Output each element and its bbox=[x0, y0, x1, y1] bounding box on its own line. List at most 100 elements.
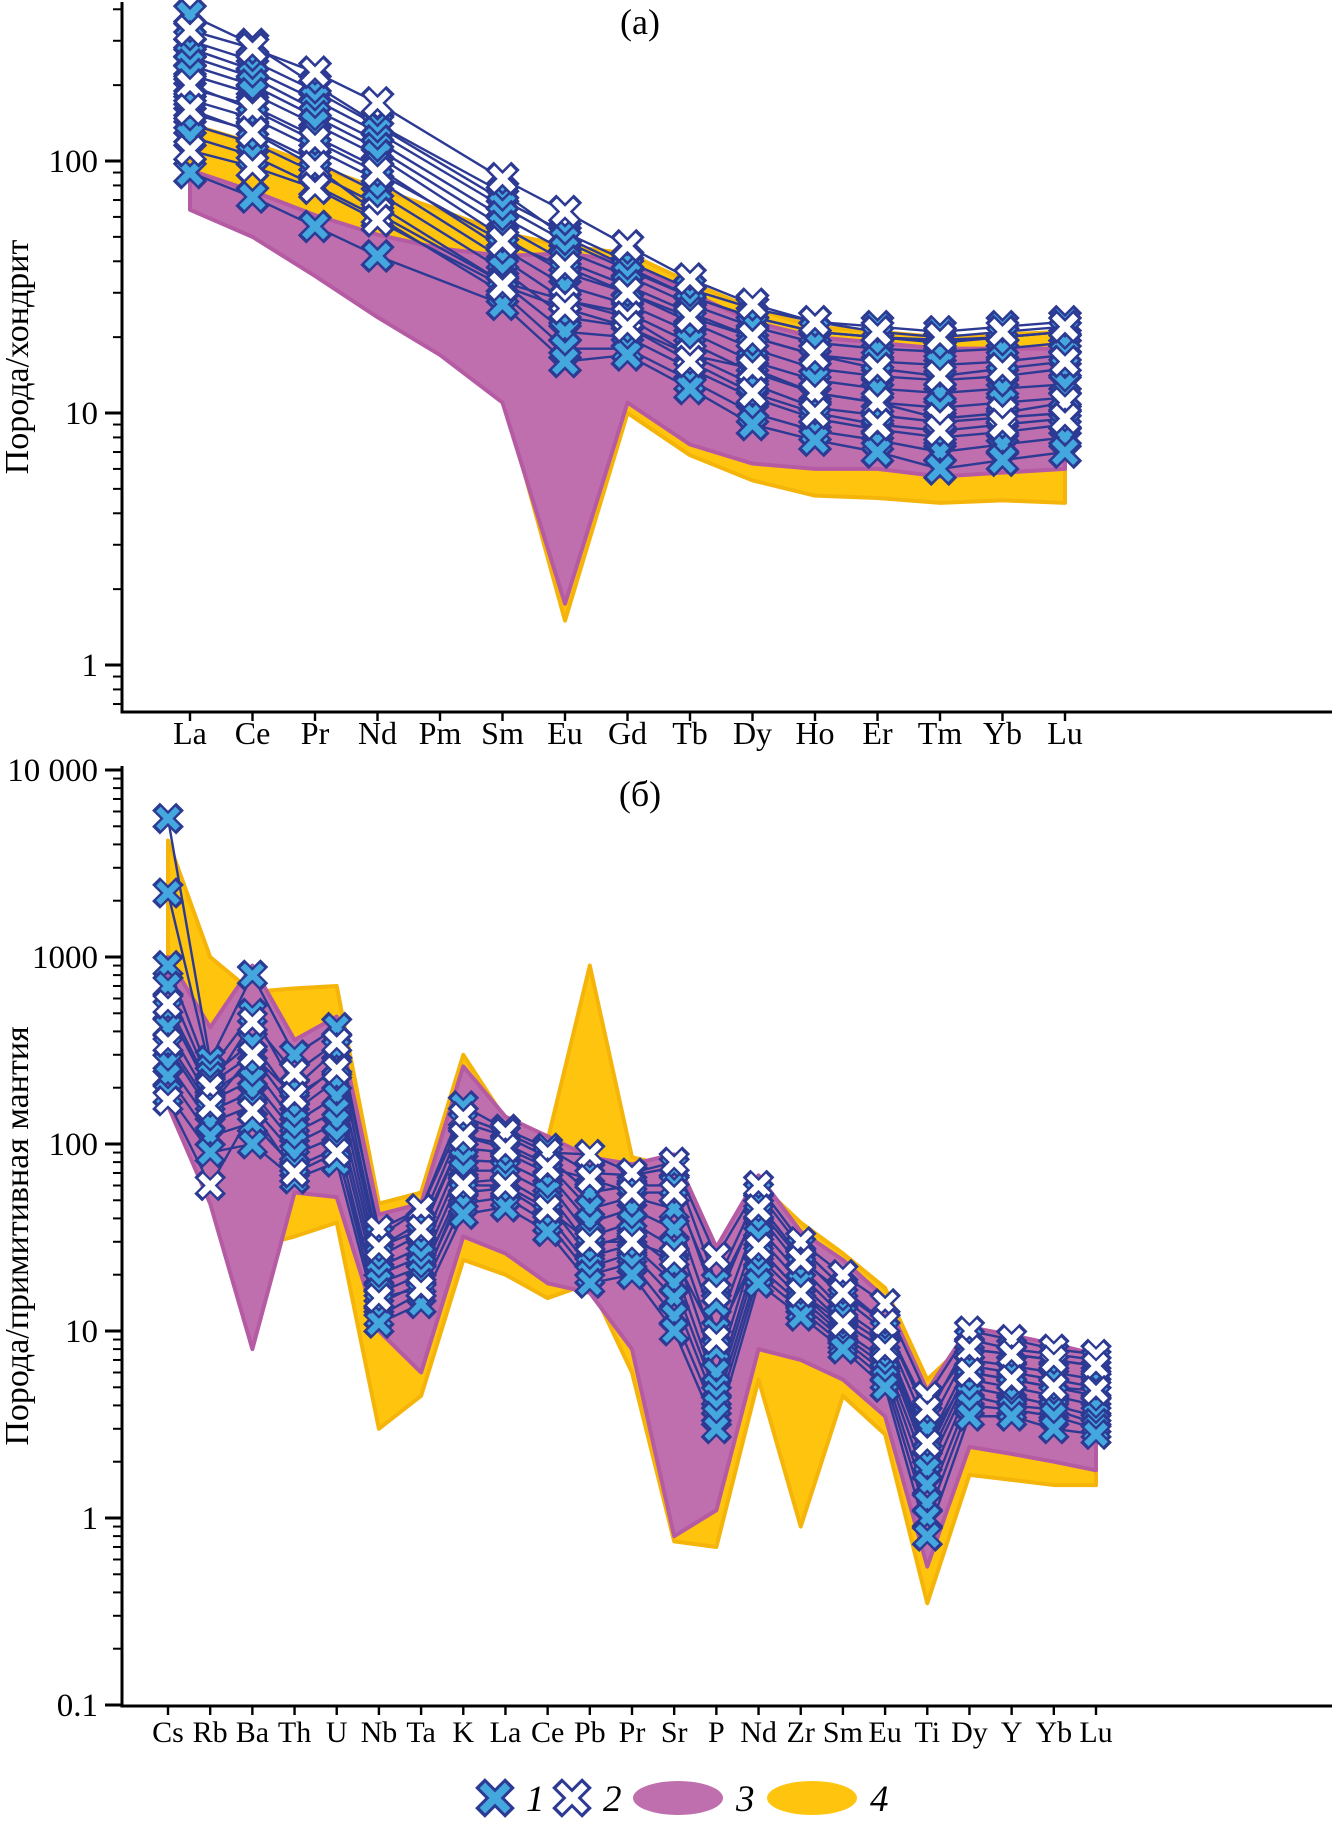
marker-group-2 bbox=[1052, 313, 1078, 340]
x-category-label: Eu bbox=[868, 1716, 901, 1749]
y-tick-label: 1 bbox=[82, 648, 99, 684]
marker-group-2 bbox=[409, 1217, 433, 1242]
x-category-label: La bbox=[490, 1716, 522, 1749]
marker-group-2 bbox=[704, 1327, 729, 1352]
marker-group-1 bbox=[552, 348, 578, 375]
marker-group-2 bbox=[177, 72, 203, 99]
x-category-label: Lu bbox=[1047, 715, 1083, 751]
marker-group-1 bbox=[239, 183, 266, 210]
marker-group-1 bbox=[578, 1271, 602, 1296]
marker-group-2 bbox=[1052, 348, 1078, 375]
marker-group-2 bbox=[489, 272, 516, 299]
marker-group-1 bbox=[746, 1271, 771, 1296]
marker-group-2 bbox=[927, 417, 953, 444]
marker-group-2 bbox=[156, 992, 180, 1016]
y-tick-label: 1 bbox=[82, 1501, 99, 1537]
x-category-label: Ta bbox=[406, 1716, 436, 1749]
x-category-label: Pb bbox=[574, 1716, 606, 1749]
y-tick-label: 10 bbox=[65, 1314, 98, 1350]
marker-group-2 bbox=[198, 1094, 222, 1118]
x-category-label: Dy bbox=[951, 1716, 988, 1749]
marker-group-2 bbox=[788, 1281, 813, 1305]
marker-group-2 bbox=[831, 1281, 855, 1305]
marker-group-2 bbox=[552, 253, 578, 280]
x-category-label: Sm bbox=[481, 715, 524, 751]
marker-group-2 bbox=[739, 380, 766, 407]
marker-group-2 bbox=[239, 35, 266, 62]
marker-group-2 bbox=[451, 1124, 476, 1149]
marker-group-2 bbox=[239, 119, 266, 146]
legend: 1 2 3 4 bbox=[475, 1778, 889, 1820]
marker-group-2 bbox=[614, 279, 641, 306]
marker-group-1 bbox=[156, 806, 180, 831]
marker-group-2 bbox=[915, 1431, 940, 1456]
y-tick-label: 1000 bbox=[32, 940, 98, 976]
marker-group-1 bbox=[739, 411, 766, 438]
marker-group-2 bbox=[746, 1197, 771, 1221]
marker-group-1 bbox=[493, 1195, 518, 1219]
marker-group-1 bbox=[915, 1524, 940, 1548]
marker-group-1 bbox=[989, 447, 1016, 474]
marker-group-2 bbox=[282, 1061, 307, 1085]
x-category-label: Eu bbox=[547, 715, 583, 751]
x-category-label: Gd bbox=[608, 715, 647, 751]
marker-group-2 bbox=[302, 128, 328, 155]
marker-group-2 bbox=[873, 1337, 897, 1361]
y-axis-title: Порода/хондрит bbox=[0, 240, 36, 475]
marker-group-1 bbox=[957, 1404, 982, 1429]
marker-group-2 bbox=[409, 1276, 433, 1300]
marker-group-2 bbox=[999, 1367, 1024, 1392]
legend-marker1-icon bbox=[479, 1782, 511, 1814]
marker-group-2 bbox=[620, 1180, 644, 1205]
marker-group-2 bbox=[989, 411, 1016, 438]
marker-group-2 bbox=[999, 1342, 1024, 1367]
x-category-label: Ce bbox=[531, 1716, 564, 1749]
marker-group-2 bbox=[1042, 1375, 1066, 1400]
marker-group-1 bbox=[240, 963, 265, 987]
marker-group-2 bbox=[493, 1173, 518, 1198]
marker-group-2 bbox=[302, 59, 328, 86]
marker-group-1 bbox=[662, 1319, 686, 1343]
y-tick-label: 10 bbox=[65, 396, 98, 432]
marker-group-2 bbox=[156, 1089, 180, 1113]
marker-group-2 bbox=[704, 1281, 729, 1305]
legend-label-3: 3 bbox=[735, 1779, 755, 1820]
marker-group-2 bbox=[677, 348, 703, 375]
marker-group-2 bbox=[746, 1235, 771, 1260]
x-category-label: P bbox=[708, 1716, 725, 1749]
x-category-label: Sr bbox=[661, 1716, 688, 1749]
marker-group-1 bbox=[614, 341, 641, 368]
marker-group-1 bbox=[802, 427, 828, 454]
marker-group-2 bbox=[677, 266, 703, 293]
x-category-label: Rb bbox=[193, 1716, 228, 1749]
x-category-label: U bbox=[326, 1716, 348, 1749]
x-category-label: Tm bbox=[918, 715, 963, 751]
x-category-label: Nb bbox=[361, 1716, 398, 1749]
x-category-label: Nd bbox=[740, 1716, 777, 1749]
x-category-label: Dy bbox=[733, 715, 772, 751]
marker-group-1 bbox=[788, 1304, 813, 1328]
marker-group-2 bbox=[620, 1229, 644, 1254]
marker-group-2 bbox=[662, 1150, 686, 1174]
marker-group-2 bbox=[324, 1057, 349, 1082]
marker-group-2 bbox=[489, 228, 516, 255]
x-category-label: Zr bbox=[787, 1716, 815, 1749]
marker-group-2 bbox=[1052, 405, 1078, 432]
marker-group-2 bbox=[282, 1161, 307, 1185]
marker-group-2 bbox=[552, 295, 578, 322]
marker-group-2 bbox=[915, 1397, 940, 1422]
marker-group-2 bbox=[324, 1140, 349, 1165]
x-category-label: K bbox=[452, 1716, 474, 1749]
x-category-label: Er bbox=[862, 715, 893, 751]
marker-group-1 bbox=[1052, 439, 1078, 466]
x-category-label: Ce bbox=[235, 715, 271, 751]
marker-group-2 bbox=[864, 355, 891, 382]
x-category-label: Lu bbox=[1079, 1716, 1112, 1749]
marker-group-2 bbox=[864, 411, 891, 438]
marker-group-1 bbox=[831, 1337, 855, 1361]
panel-b: 10 000 1000 100 10 1 0.1 Cs Rb Ba Th U Nb Ta K La Ce Pb P… bbox=[0, 753, 1332, 1749]
marker-group-2 bbox=[177, 17, 203, 44]
marker-group-2 bbox=[324, 1030, 349, 1055]
